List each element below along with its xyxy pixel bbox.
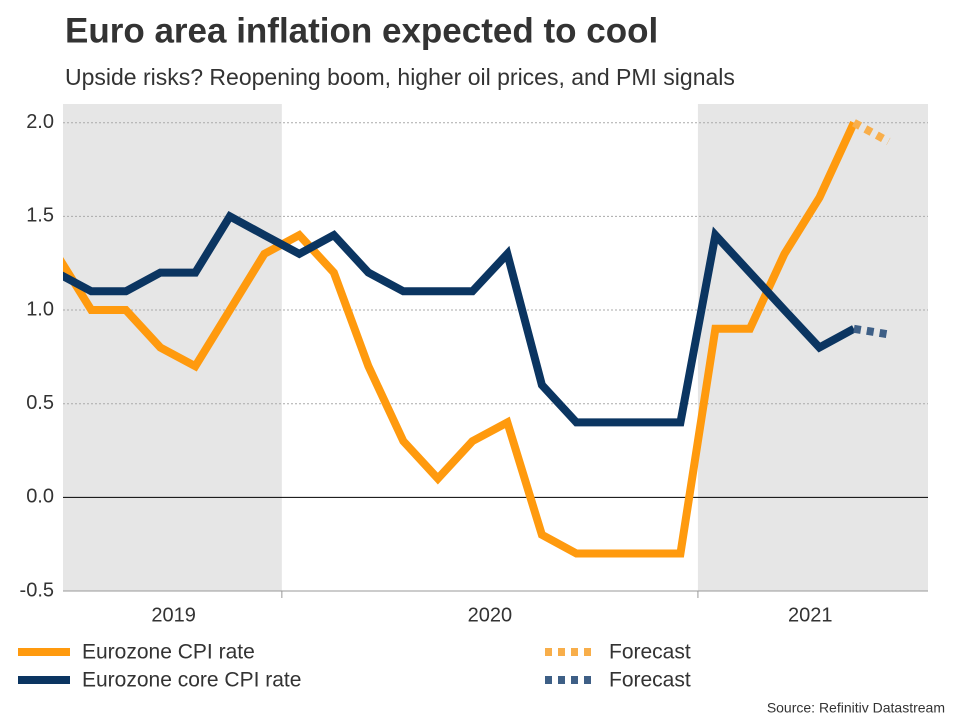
series-line [853, 324, 890, 339]
plot-area [63, 119, 891, 558]
y-tick-label: 1.5 [26, 205, 54, 227]
shaded-period [697, 104, 928, 591]
x-tick-label: 2019 [151, 604, 196, 626]
chart-title: Euro area inflation expected to cool [65, 11, 658, 50]
x-tick-label: 2021 [788, 604, 833, 626]
y-tick-label: 0.0 [26, 486, 54, 508]
y-tick-label: 2.0 [26, 111, 54, 133]
legend-label: Forecast [609, 669, 691, 692]
source: Source: Refinitiv Datastream [767, 700, 945, 716]
legend-label: Eurozone CPI rate [82, 641, 255, 664]
y-tick-label: 1.0 [26, 298, 54, 320]
y-tick-label: -0.5 [20, 579, 54, 601]
series-line [63, 211, 856, 427]
shaded-period [63, 104, 282, 591]
series-line [852, 119, 891, 145]
series-line [63, 121, 858, 558]
chart-subtitle: Upside risks? Reopening boom, higher oil… [65, 64, 735, 90]
x-tick-label: 2020 [468, 604, 513, 626]
legend-label: Forecast [609, 641, 691, 664]
y-tick-label: 0.5 [26, 392, 54, 414]
legend-label: Eurozone core CPI rate [82, 669, 301, 692]
